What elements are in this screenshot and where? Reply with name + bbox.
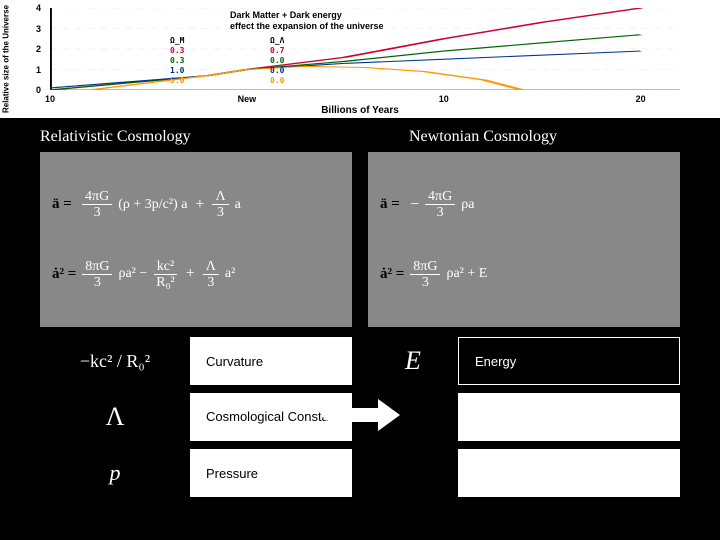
- rel-eq2-frac3: Λ 3: [203, 259, 219, 290]
- relativistic-panel: ä = 4πG 3 (ρ + 3p/c²) a + Λ 3 a ȧ² = 8πG…: [40, 152, 352, 327]
- rel-eq2: ȧ² = 8πG 3 ρa² − kc² R₀² + Λ 3 a²: [52, 259, 340, 290]
- chart-ytick-label: 3: [36, 24, 41, 34]
- term-row-pressure: p Pressure: [40, 449, 352, 497]
- newt-eq1-lhs: ä =: [380, 196, 404, 213]
- energy-label: Energy: [458, 337, 680, 385]
- rel-eq1-frac2: Λ 3: [212, 189, 228, 220]
- expansion-chart: Relative size of the Universe 10New1020 …: [0, 0, 720, 118]
- rel-eq1-frac1: 4πG 3: [82, 189, 112, 220]
- chart-ytick-label: 0: [36, 85, 41, 95]
- right-terms-column: E Energy: [368, 337, 680, 497]
- right-column-title: Newtonian Cosmology: [401, 128, 680, 146]
- double-arrow-icon: [320, 395, 400, 435]
- legend-right: Ω_Λ 0.7 0.0 0.0 0.0: [270, 36, 284, 86]
- rel-eq1-lhs: ä =: [52, 196, 76, 213]
- rel-eq2-frac2: kc² R₀²: [153, 259, 177, 290]
- chart-title: Dark Matter + Dark energy effect the exp…: [230, 10, 384, 32]
- chart-title-line2: effect the expansion of the universe: [230, 21, 384, 32]
- chart-plot-area: 10New1020 01234 Dark Matter + Dark energ…: [50, 8, 680, 90]
- chart-ytick-label: 2: [36, 44, 41, 54]
- newtonian-panel: ä = − 4πG 3 ρa ȧ² = 8πG 3 ρa² + E: [368, 152, 680, 327]
- curvature-symbol: −kc² / R₀²: [40, 337, 190, 385]
- rel-eq1: ä = 4πG 3 (ρ + 3p/c²) a + Λ 3 a: [52, 189, 340, 220]
- rel-eq2-lhs: ȧ² =: [52, 266, 76, 283]
- term-row-blank-1: [368, 393, 680, 441]
- column-titles-row: Relativistic Cosmology Newtonian Cosmolo…: [0, 118, 720, 152]
- newt-eq2: ȧ² = 8πG 3 ρa² + E: [380, 259, 668, 290]
- legend-right-header: Ω_Λ: [270, 36, 284, 46]
- lambda-symbol: Λ: [40, 393, 190, 441]
- newt-eq1: ä = − 4πG 3 ρa: [380, 189, 668, 220]
- term-row-lambda: Λ Cosmological Constant: [40, 393, 352, 441]
- terms-area: −kc² / R₀² Curvature Λ Cosmological Cons…: [0, 327, 720, 497]
- chart-ytick-label: 4: [36, 3, 41, 13]
- term-row-energy: E Energy: [368, 337, 680, 385]
- blank-cell-1: [458, 393, 680, 441]
- rel-eq1-paren: (ρ + 3p/c²) a: [118, 197, 187, 213]
- legend-left-header: Ω_M: [170, 36, 184, 46]
- left-column-title: Relativistic Cosmology: [40, 128, 311, 146]
- term-row-blank-2: [368, 449, 680, 497]
- chart-xtick-label: 20: [636, 94, 646, 104]
- pressure-label: Pressure: [190, 449, 352, 497]
- chart-xtick-label: 10: [439, 94, 449, 104]
- term-row-curvature: −kc² / R₀² Curvature: [40, 337, 352, 385]
- curvature-label: Curvature: [190, 337, 352, 385]
- newt-eq2-lhs: ȧ² =: [380, 266, 404, 283]
- left-terms-column: −kc² / R₀² Curvature Λ Cosmological Cons…: [40, 337, 352, 497]
- chart-ytick-label: 1: [36, 65, 41, 75]
- legend-left: Ω_M 0.3 0.3 1.0 5.0: [170, 36, 184, 86]
- rel-eq2-frac1: 8πG 3: [82, 259, 112, 290]
- chart-xlabel: Billions of Years: [321, 105, 399, 116]
- chart-ylabel: Relative size of the Universe: [2, 5, 11, 113]
- blank-symbol-2: [368, 449, 458, 497]
- equation-panels-row: ä = 4πG 3 (ρ + 3p/c²) a + Λ 3 a ȧ² = 8πG…: [0, 152, 720, 327]
- blank-cell-2: [458, 449, 680, 497]
- newt-eq2-frac: 8πG 3: [410, 259, 440, 290]
- chart-xtick-label: 10: [45, 94, 55, 104]
- chart-xtick-label: New: [238, 94, 257, 104]
- energy-symbol: E: [368, 337, 458, 385]
- chart-title-line1: Dark Matter + Dark energy: [230, 10, 384, 21]
- pressure-symbol: p: [40, 449, 190, 497]
- newt-eq1-frac: 4πG 3: [425, 189, 455, 220]
